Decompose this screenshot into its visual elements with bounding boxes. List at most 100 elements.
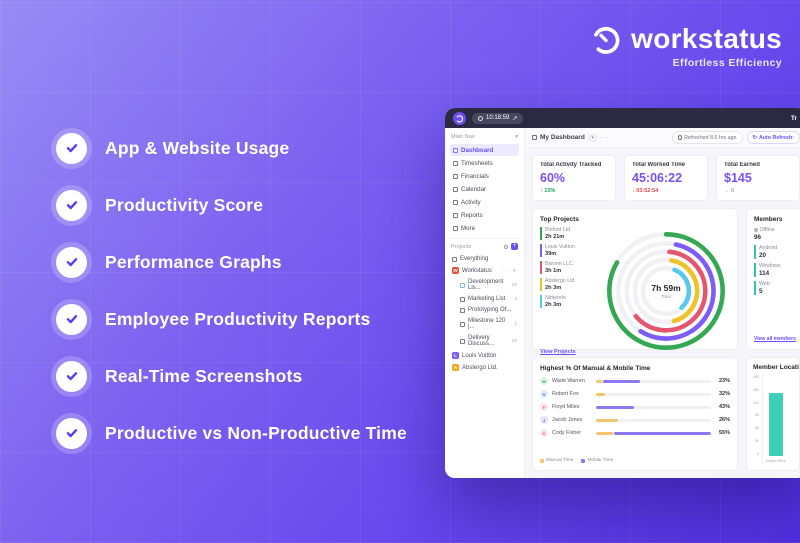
member-location-plot: Noida Office bbox=[762, 375, 793, 464]
reports-icon bbox=[453, 212, 458, 218]
feature-item: Employee Productivity Reports bbox=[56, 303, 407, 335]
refresh-status-icon bbox=[677, 135, 683, 140]
platform-row: Android 20 bbox=[754, 245, 796, 259]
tracked-time: 10:18:59 bbox=[486, 115, 510, 121]
workspace-actions[interactable]: ··· + bbox=[501, 267, 517, 274]
stat-card-worked-time: Total Worked Time 45:06:22 ↓ 03:52:54 bbox=[624, 155, 708, 201]
dashboard-switcher[interactable]: ▾ bbox=[588, 133, 597, 142]
dashboard-icon bbox=[453, 147, 458, 153]
project-row: Binford Ltd. 2h 21m bbox=[540, 227, 602, 240]
feature-item: Real-Time Screenshots bbox=[56, 360, 407, 392]
sidebar-project-marketing[interactable]: Marketing List 3 bbox=[450, 294, 519, 304]
members-card: Members Offline 96 Android 20 bbox=[746, 208, 800, 350]
more-icon bbox=[453, 225, 458, 231]
avatar: C bbox=[540, 429, 548, 437]
avatar: F bbox=[540, 403, 548, 411]
member-row: W Wade Warren 23% bbox=[540, 377, 730, 385]
mobile-time-swatch bbox=[581, 458, 586, 463]
sidebar-item-reports[interactable]: Reports bbox=[450, 209, 519, 221]
expand-icon: ↗ bbox=[512, 115, 518, 122]
stat-card-earned: Total Earned $145 → 0 bbox=[716, 155, 800, 201]
sidebar-item-calendar[interactable]: Calendar bbox=[450, 183, 519, 195]
member-location-bar-label: Noida Office bbox=[766, 459, 786, 464]
clock-icon bbox=[478, 115, 483, 121]
member-row: R Robert Fox 32% bbox=[540, 390, 730, 398]
member-location-title: Member Location bbox=[753, 364, 799, 371]
logo-text: workstatus bbox=[631, 23, 782, 54]
stat-delta: ↓ 03:52:54 bbox=[632, 188, 659, 194]
logo-tagline: Effortless Efficiency bbox=[672, 57, 782, 69]
sidebar-item-everything[interactable]: Everything bbox=[450, 254, 519, 264]
list-icon bbox=[460, 296, 465, 302]
member-row: C Cody Fisher 55% bbox=[540, 429, 730, 437]
workstatus-app-icon[interactable] bbox=[453, 111, 466, 125]
milestone-icon bbox=[460, 321, 465, 327]
sidebar-project-prototyping[interactable]: Prototyping Of... bbox=[450, 305, 519, 315]
workstatus-logo: workstatus Effortless Efficiency bbox=[589, 22, 782, 69]
feature-label: Performance Graphs bbox=[105, 251, 282, 272]
sidebar-client-abstergo[interactable]: A Abstergo Ltd. bbox=[452, 364, 498, 371]
sidebar-item-more[interactable]: More bbox=[450, 222, 519, 234]
manual-mobile-title: Highest % Of Manual & Mobile Time bbox=[540, 365, 651, 372]
offline-dot-icon bbox=[754, 228, 758, 232]
sidebar-project-development[interactable]: Development Lis... 18 bbox=[450, 277, 519, 293]
sidebar-item-financials[interactable]: Financials bbox=[450, 170, 519, 182]
feature-label: Real-Time Screenshots bbox=[105, 365, 303, 386]
dashboard-screenshot: 10:18:59 ↗ Tr Main Nav ▾ Dashboard Times… bbox=[445, 108, 800, 478]
avatar: J bbox=[540, 416, 548, 424]
sidebar-project-delivery[interactable]: Delivery Discuss... 18 bbox=[450, 333, 519, 349]
projects-label: Projects bbox=[451, 243, 472, 250]
donut-total-label: Total bbox=[661, 294, 671, 299]
sidebar-project-milestone[interactable]: Milestone 120 |... 1 bbox=[450, 316, 519, 332]
feature-item: App & Website Usage bbox=[56, 132, 407, 164]
view-all-members-link[interactable]: View all members bbox=[754, 336, 796, 342]
feature-label: Employee Productivity Reports bbox=[105, 308, 371, 329]
dashboard-title: My Dashboard bbox=[532, 134, 585, 141]
sidebar-item-timesheets[interactable]: Timesheets bbox=[450, 157, 519, 169]
discussion-icon bbox=[460, 338, 465, 344]
auto-refresh-pill[interactable]: ↻ Auto Refresh: bbox=[746, 131, 800, 144]
project-row: Abstergo Ltd 2h 3m bbox=[540, 278, 602, 291]
platform-row: Web 5 bbox=[754, 281, 796, 295]
avatar: W bbox=[540, 377, 548, 385]
feature-list: App & Website Usage Productivity Score P… bbox=[56, 132, 407, 474]
sidebar-item-activity[interactable]: Activity bbox=[450, 196, 519, 208]
view-projects-link[interactable]: View Projects bbox=[540, 349, 576, 355]
member-location-bar bbox=[769, 393, 783, 456]
divider bbox=[450, 238, 519, 239]
top-projects-donut-svg bbox=[607, 232, 725, 350]
offline-value: 96 bbox=[754, 234, 762, 241]
members-title: Members bbox=[754, 216, 783, 223]
add-project-button[interactable]: + bbox=[511, 243, 518, 250]
sidebar-client-louis-vuitton[interactable]: L Louis Vuitton bbox=[450, 350, 519, 361]
top-projects-donut: 7h 59m Total bbox=[602, 227, 730, 355]
feature-label: App & Website Usage bbox=[105, 137, 290, 158]
check-icon bbox=[56, 360, 87, 392]
stat-delta: → 0 bbox=[724, 188, 735, 194]
manual-time-swatch bbox=[540, 458, 544, 463]
stat-value: $145 bbox=[724, 171, 752, 185]
member-row: J Jacob Jones 26% bbox=[540, 416, 730, 424]
project-row: Louis Vuitton 39m bbox=[540, 244, 602, 257]
check-icon bbox=[56, 189, 87, 221]
time-bar bbox=[596, 379, 711, 383]
sidebar-workspace-workstatus[interactable]: W Workstatus ··· + bbox=[452, 267, 517, 274]
refreshed-pill[interactable]: Refreshed 8.5 hrs ago bbox=[671, 131, 743, 144]
dashboard-main: My Dashboard ▾ ··· Refreshed 8.5 hrs ago… bbox=[525, 128, 800, 478]
avatar: R bbox=[540, 390, 548, 398]
more-options-icon[interactable]: ··· bbox=[600, 134, 610, 141]
offline-label: Offline bbox=[759, 227, 775, 233]
time-bar bbox=[596, 405, 711, 409]
chevron-down-icon[interactable]: ▾ bbox=[515, 134, 518, 140]
list-icon bbox=[460, 282, 465, 288]
search-icon[interactable] bbox=[504, 244, 508, 249]
stat-delta: ↑ 15% bbox=[540, 188, 556, 194]
feature-label: Productivity Score bbox=[105, 194, 264, 215]
sidebar-item-dashboard[interactable]: Dashboard bbox=[450, 144, 519, 156]
tracked-time-pill[interactable]: 10:18:59 ↗ bbox=[472, 112, 524, 124]
client-icon: A bbox=[452, 364, 459, 371]
time-bar bbox=[596, 431, 711, 435]
feature-item: Performance Graphs bbox=[56, 246, 407, 278]
